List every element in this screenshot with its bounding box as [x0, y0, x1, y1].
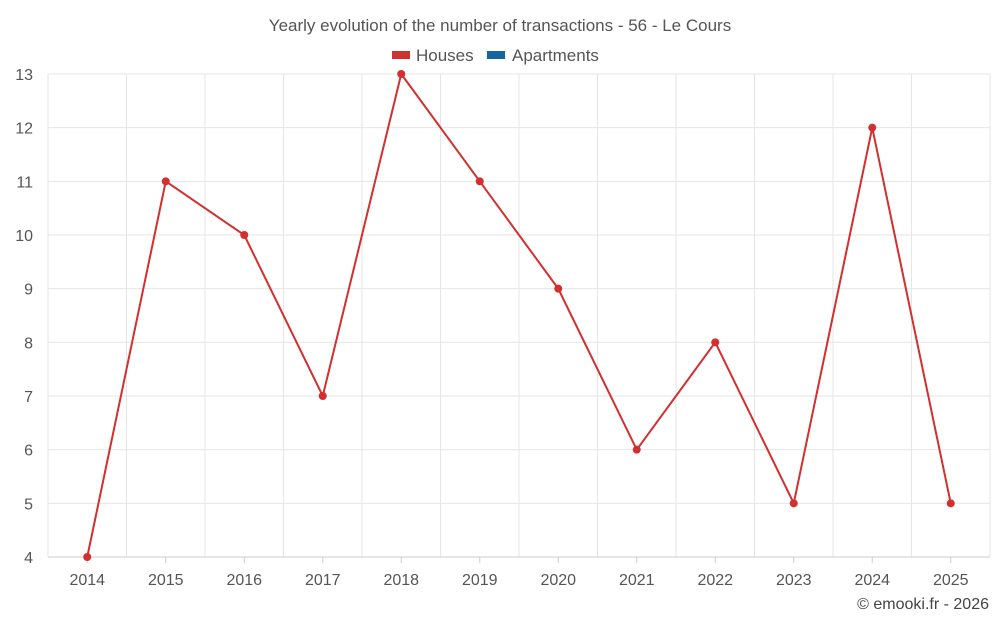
data-point-houses-2021[interactable] — [632, 445, 641, 454]
data-point-houses-2018[interactable] — [397, 70, 406, 78]
data-point-houses-2020[interactable] — [554, 284, 563, 293]
series — [83, 70, 955, 561]
x-tick-label: 2018 — [383, 572, 419, 589]
x-tick-label: 2023 — [776, 572, 812, 589]
y-tick-label: 5 — [24, 496, 33, 513]
data-point-houses-2024[interactable] — [868, 123, 877, 132]
x-tick-label: 2014 — [69, 572, 105, 589]
chart-title: Yearly evolution of the number of transa… — [269, 16, 731, 35]
data-point-houses-2016[interactable] — [240, 231, 249, 239]
legend-label-houses: Houses — [416, 46, 474, 65]
x-tick-label: 2022 — [697, 572, 733, 589]
data-point-houses-2019[interactable] — [475, 177, 484, 186]
y-tick-label: 4 — [24, 550, 33, 567]
y-tick-label: 8 — [24, 335, 33, 352]
y-tick-label: 9 — [24, 282, 33, 299]
x-tick-label: 2025 — [933, 572, 969, 589]
y-tick-label: 13 — [15, 67, 33, 84]
legend: Houses Apartments — [392, 46, 599, 65]
x-tick-label: 2024 — [854, 572, 890, 589]
data-point-houses-2025[interactable] — [946, 499, 955, 508]
data-point-houses-2022[interactable] — [711, 338, 720, 347]
x-tick-label: 2019 — [462, 572, 498, 589]
axes: 4 5 6 7 8 9 10 11 12 13 2014 2015 2016 2017 2018 2019 20… — [15, 67, 990, 589]
x-tick-label: 2021 — [619, 572, 655, 589]
data-point-houses-2017[interactable] — [318, 392, 327, 400]
data-point-houses-2014[interactable] — [83, 553, 92, 561]
x-tick-label: 2020 — [540, 572, 576, 589]
legend-item-houses[interactable]: Houses — [392, 46, 474, 65]
x-tick-label: 2015 — [148, 572, 184, 589]
legend-swatch-houses — [392, 51, 410, 59]
y-tick-label: 10 — [15, 228, 33, 245]
series-line-houses — [86, 71, 952, 558]
x-tick-label: 2016 — [226, 572, 262, 589]
y-tick-label: 6 — [24, 443, 33, 460]
y-tick-label: 11 — [16, 174, 33, 191]
credit-text: © emooki.fr - 2026 — [857, 596, 989, 613]
grid — [47, 73, 991, 558]
y-tick-label: 7 — [24, 389, 33, 406]
data-point-houses-2023[interactable] — [789, 499, 798, 508]
legend-item-apartments[interactable]: Apartments — [487, 46, 599, 65]
legend-label-apartments: Apartments — [512, 46, 599, 65]
data-point-houses-2015[interactable] — [161, 177, 170, 186]
legend-swatch-apartments — [487, 51, 505, 59]
x-tick-label: 2017 — [305, 572, 341, 589]
y-tick-label: 12 — [15, 121, 33, 138]
